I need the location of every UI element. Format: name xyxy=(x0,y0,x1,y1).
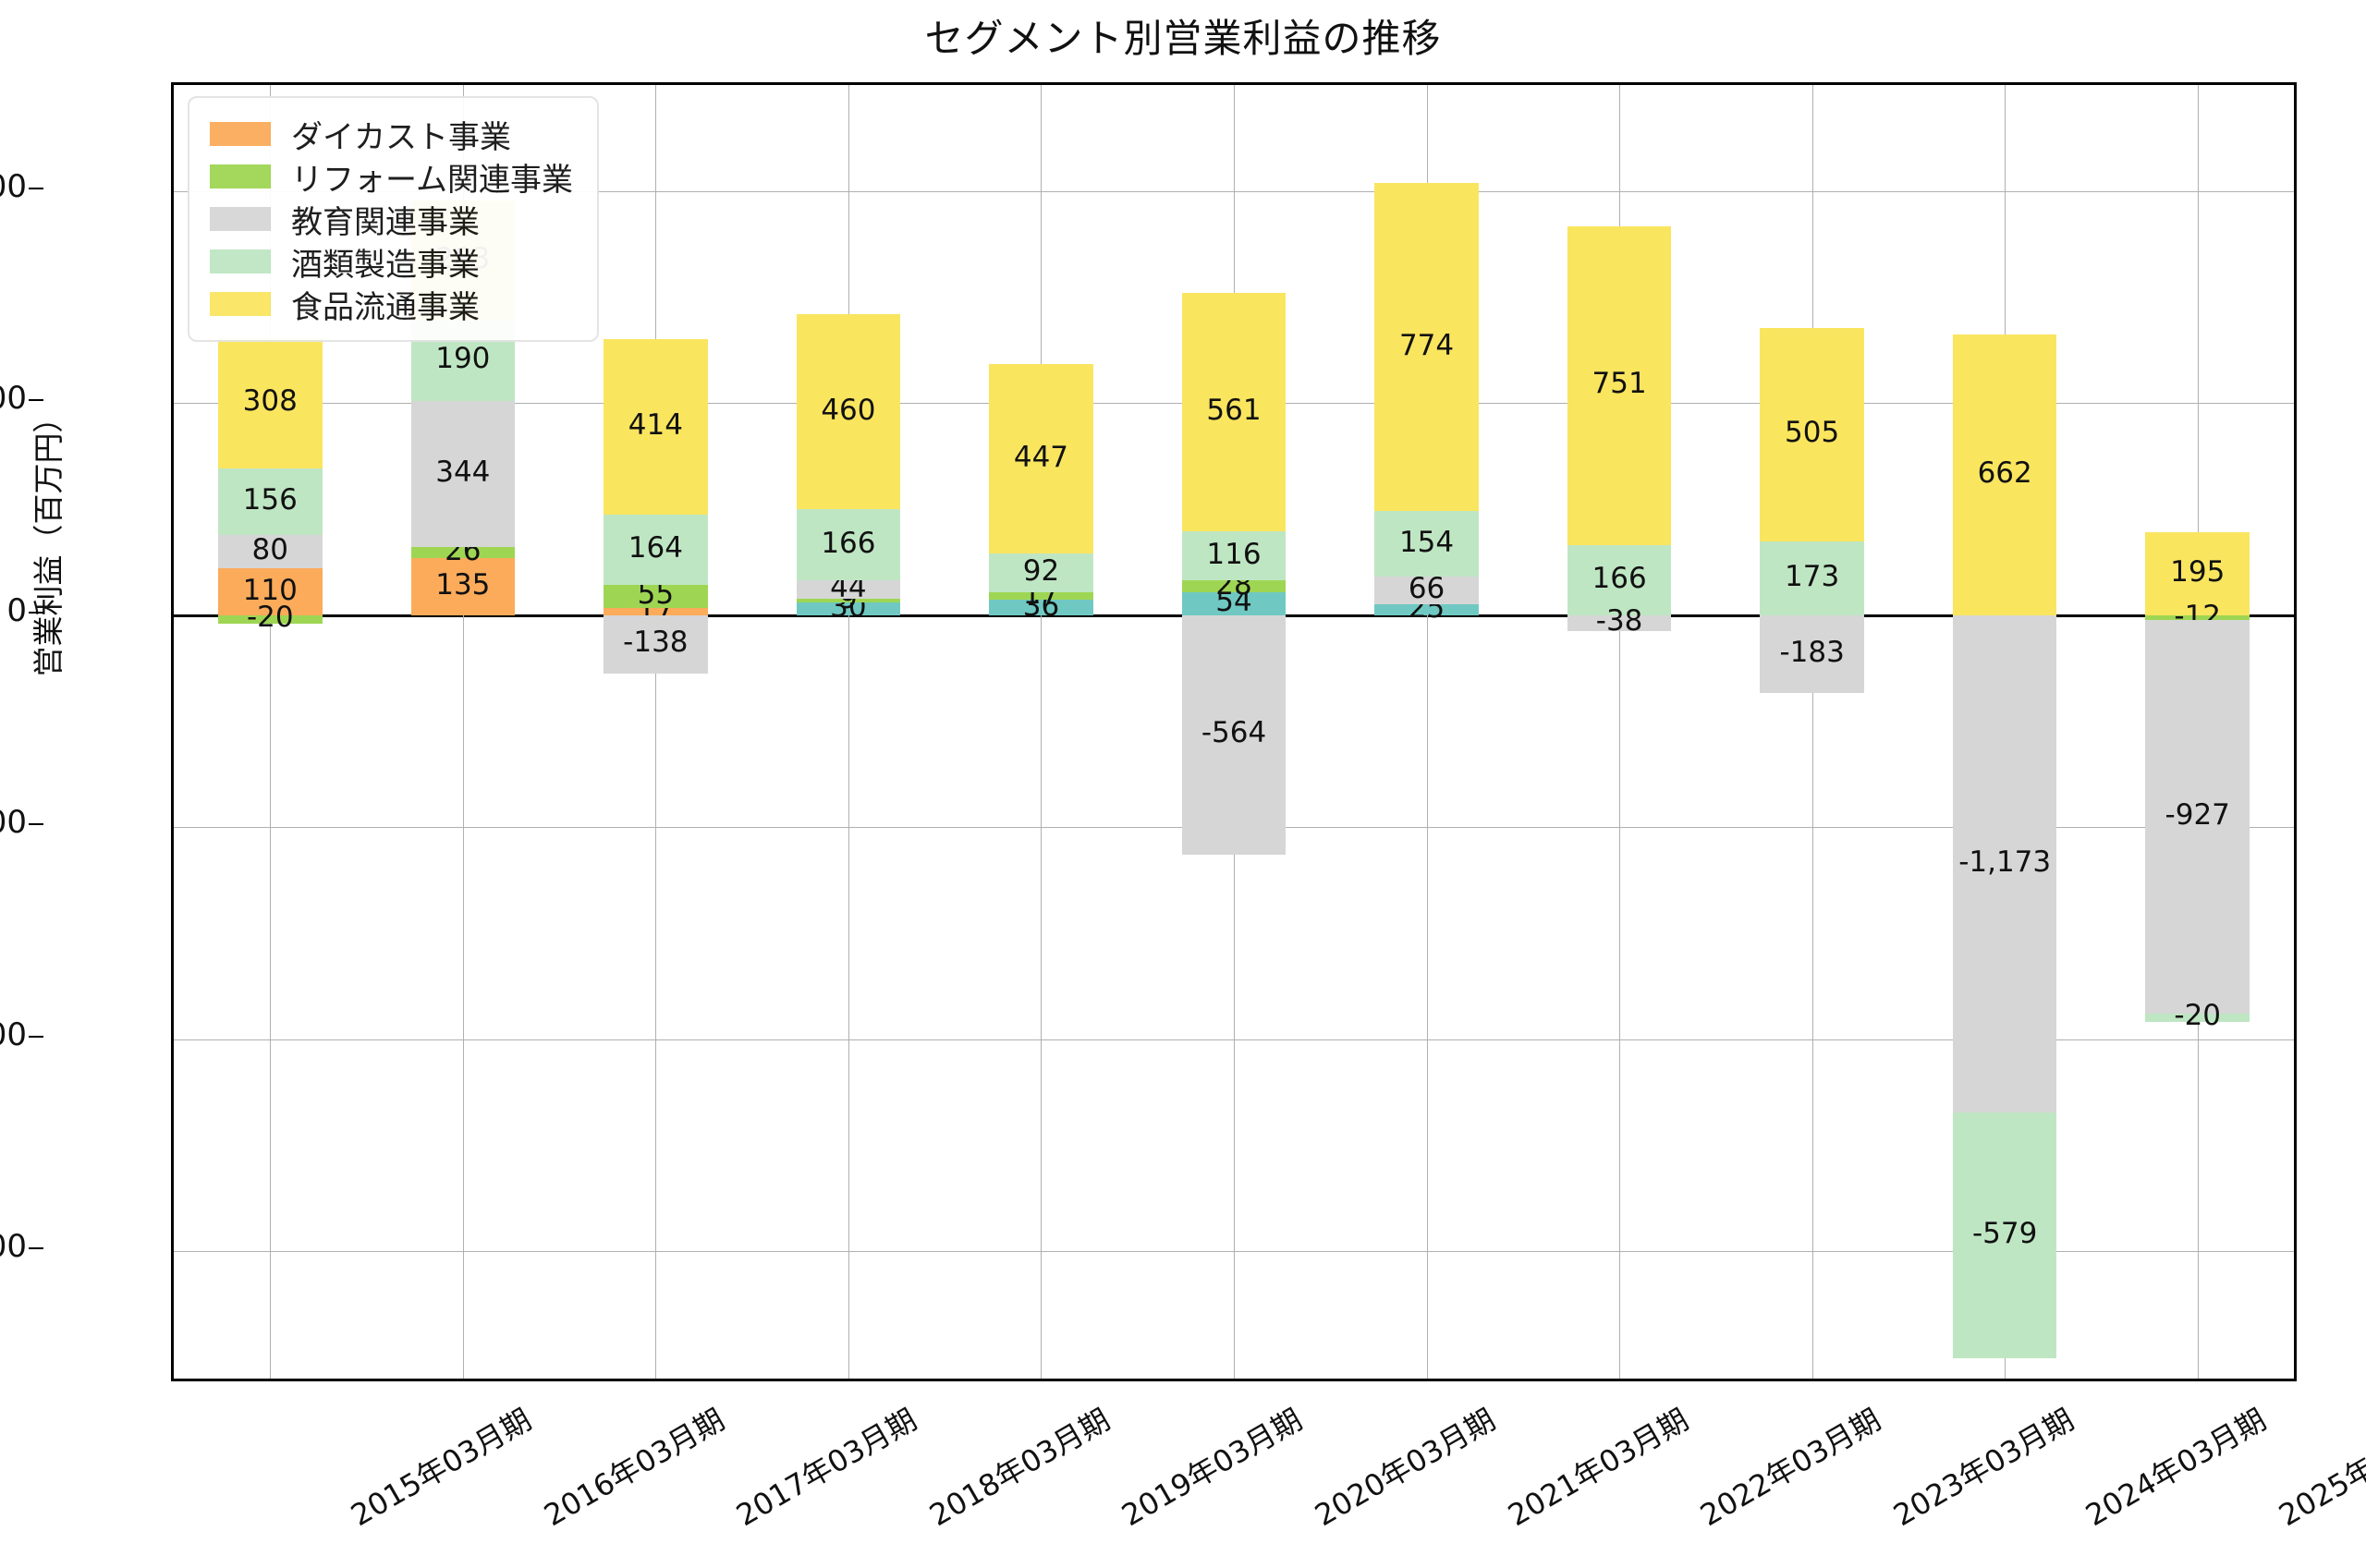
bar-segment[interactable] xyxy=(1374,183,1479,512)
bar-segment[interactable] xyxy=(1181,293,1287,531)
bar-segment[interactable] xyxy=(217,337,323,468)
bar-segment[interactable] xyxy=(217,468,323,535)
bar-segment[interactable] xyxy=(796,509,901,580)
bar-group[interactable]: 25 66 154 774 xyxy=(1374,85,1479,1379)
legend-label: リフォーム関連事業 xyxy=(291,161,573,199)
bar-segment[interactable] xyxy=(1567,225,1672,545)
legend-item[interactable]: 教育関連事業 xyxy=(210,198,573,241)
bar-segment[interactable] xyxy=(217,614,323,624)
bar-segment[interactable] xyxy=(604,614,708,675)
bar-group[interactable]: 195 -12 -927 -20 xyxy=(2145,85,2250,1379)
legend-swatch xyxy=(210,207,271,231)
bar-group[interactable]: 173 505 -183 xyxy=(1760,85,1864,1379)
bar-segment[interactable] xyxy=(989,592,1093,601)
x-axis-tick-label: 2015年03月期 xyxy=(345,1402,538,1534)
x-axis-tick-label: 2023年03月期 xyxy=(1886,1402,2079,1534)
bar-segment[interactable] xyxy=(604,339,708,516)
x-axis-tick-label: 2024年03月期 xyxy=(2079,1402,2273,1534)
bar-segment[interactable] xyxy=(989,364,1093,554)
bar-segment[interactable] xyxy=(410,400,516,547)
legend-item[interactable]: 酒類製造事業 xyxy=(210,240,573,284)
grid-line-vertical xyxy=(1427,85,1428,1379)
bar-segment[interactable] xyxy=(1567,544,1672,615)
bar-group[interactable]: 30 9 44 166 460 xyxy=(796,85,901,1379)
bar-segment[interactable] xyxy=(1374,511,1479,577)
bar-group[interactable]: 662 -1,173 -579 xyxy=(1952,85,2057,1379)
grid-line-vertical xyxy=(1812,85,1813,1379)
bar-segment[interactable] xyxy=(1952,334,2057,615)
legend-label: 酒類製造事業 xyxy=(291,246,480,284)
bar-group[interactable]: 36 17 92 447 xyxy=(989,85,1093,1379)
grid-line-vertical xyxy=(1619,85,1620,1379)
bar-segment[interactable] xyxy=(989,600,1093,615)
bar-group[interactable]: 54 28 116 561 -564 xyxy=(1181,85,1287,1379)
bar-segment[interactable] xyxy=(1760,541,1864,615)
legend-swatch xyxy=(210,122,271,146)
chart-legend: ダイカスト事業リフォーム関連事業 教育関連事業 酒類製造事業 食品流通事業 xyxy=(188,96,599,342)
legend-label: 教育関連事業 xyxy=(291,203,480,241)
legend-item[interactable]: ダイカスト事業 xyxy=(210,113,573,156)
legend-swatch xyxy=(210,164,271,188)
bar-segment[interactable] xyxy=(1567,614,1672,632)
grid-line-vertical xyxy=(655,85,656,1379)
y-axis-label: 営業利益（百万円） xyxy=(30,402,67,677)
x-axis-tick-label: 2017年03月期 xyxy=(730,1402,923,1534)
bar-segment[interactable] xyxy=(796,579,901,599)
bar-segment[interactable] xyxy=(1181,591,1287,615)
x-axis-tick-label: 2022年03月期 xyxy=(1694,1402,1887,1534)
bar-segment[interactable] xyxy=(410,557,516,615)
bar-segment[interactable] xyxy=(989,553,1093,593)
bar-segment[interactable] xyxy=(1760,327,1864,542)
legend-swatch xyxy=(210,249,271,273)
bar-segment[interactable] xyxy=(796,602,901,615)
bar-segment[interactable] xyxy=(796,598,901,602)
bar-group[interactable]: 166 751 -38 xyxy=(1567,85,1672,1379)
bar-segment[interactable] xyxy=(217,534,323,569)
legend-swatch xyxy=(210,292,271,316)
bar-segment[interactable] xyxy=(1181,530,1287,581)
grid-line-vertical xyxy=(270,85,271,1379)
bar-segment[interactable] xyxy=(1181,614,1287,855)
x-axis-tick-label: 2019年03月期 xyxy=(1116,1402,1309,1534)
legend-label: ダイカスト事業 xyxy=(291,118,511,156)
x-axis-tick-label: 2020年03月期 xyxy=(1309,1402,1502,1534)
bar-segment[interactable] xyxy=(2145,532,2250,615)
x-axis-tick-label: 2016年03月期 xyxy=(538,1402,730,1534)
x-axis-tick-label: 2025年03月期 xyxy=(2272,1402,2366,1534)
bar-segment[interactable] xyxy=(2145,614,2250,621)
bar-segment[interactable] xyxy=(604,515,708,585)
grid-line-vertical xyxy=(1041,85,1042,1379)
bar-segment[interactable] xyxy=(217,568,323,615)
legend-item[interactable]: 食品流通事業 xyxy=(210,283,573,326)
bar-segment[interactable] xyxy=(2145,620,2250,1014)
bar-segment[interactable] xyxy=(604,584,708,608)
bar-segment[interactable] xyxy=(796,314,901,510)
grid-line-vertical xyxy=(463,85,464,1379)
x-axis-tick-label: 2021年03月期 xyxy=(1501,1402,1694,1534)
bar-segment[interactable] xyxy=(2145,1013,2250,1022)
bar-segment[interactable] xyxy=(1374,577,1479,605)
legend-item[interactable]: リフォーム関連事業 xyxy=(210,155,573,199)
bar-segment[interactable] xyxy=(604,607,708,615)
grid-line-vertical xyxy=(848,85,849,1379)
bar-segment[interactable] xyxy=(1181,580,1287,592)
bar-segment[interactable] xyxy=(1952,1112,2057,1358)
chart-title: セグメント別営業利益の推移 xyxy=(924,16,1442,61)
bar-segment[interactable] xyxy=(1374,604,1479,615)
bar-segment[interactable] xyxy=(1952,614,2057,1113)
bar-segment[interactable] xyxy=(410,546,516,558)
bar-segment[interactable] xyxy=(1760,614,1864,693)
legend-label: 食品流通事業 xyxy=(291,288,480,326)
x-axis-tick-label: 2018年03月期 xyxy=(923,1402,1116,1534)
bar-group[interactable]: 17 55 164 414 -138 xyxy=(604,85,708,1379)
